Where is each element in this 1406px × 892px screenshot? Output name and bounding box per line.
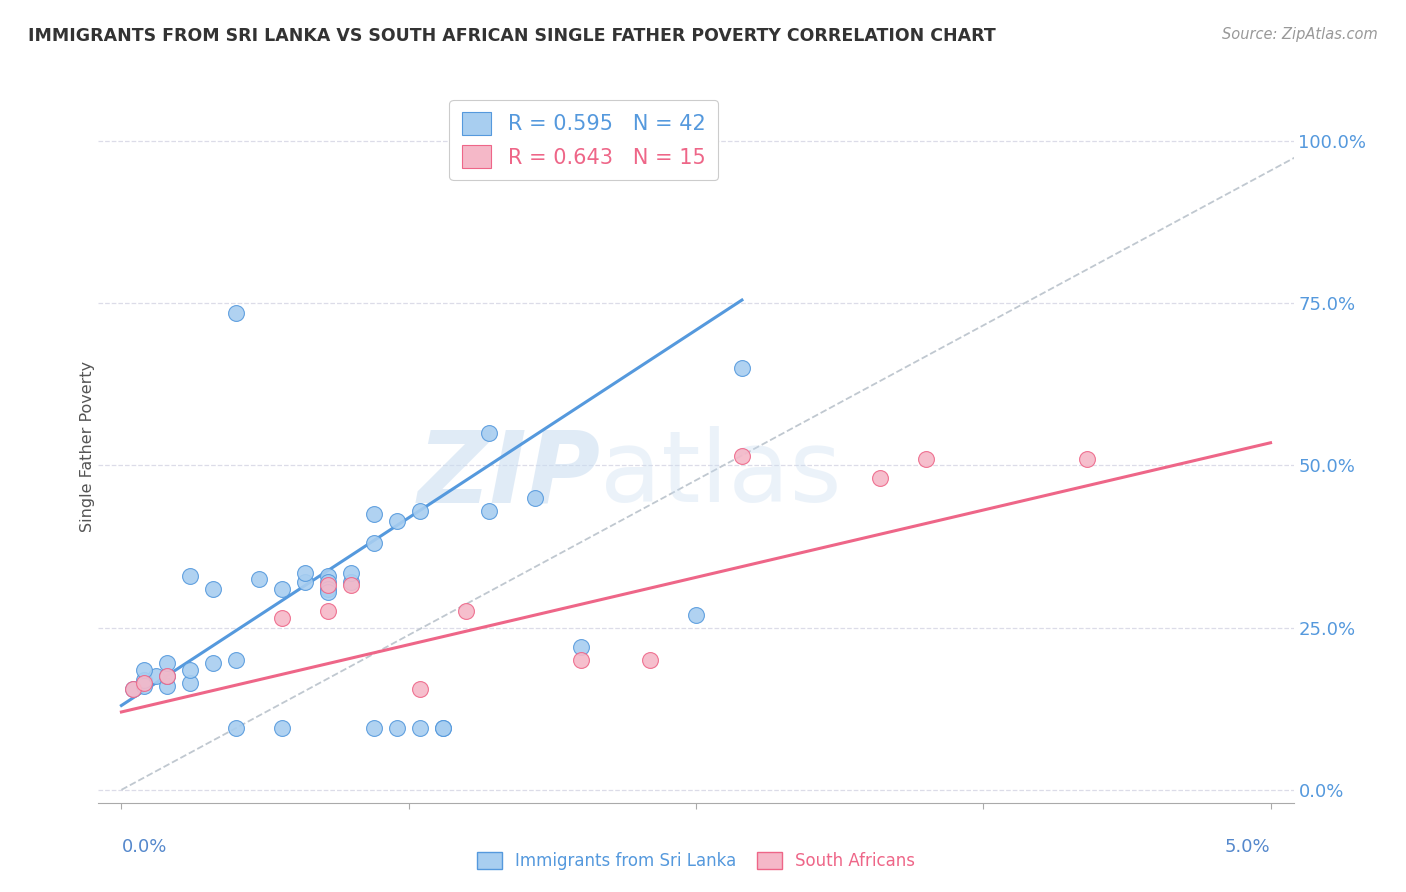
Point	[294, 575, 316, 590]
Point	[432, 721, 454, 735]
Point	[638, 653, 661, 667]
Point	[409, 682, 432, 697]
Point	[316, 575, 339, 590]
Point	[156, 657, 179, 671]
Point	[456, 604, 478, 618]
Point	[869, 471, 891, 485]
Point	[271, 611, 294, 625]
Point	[225, 306, 247, 320]
Point	[432, 721, 454, 735]
Point	[134, 675, 156, 690]
Point	[225, 721, 247, 735]
Text: IMMIGRANTS FROM SRI LANKA VS SOUTH AFRICAN SINGLE FATHER POVERTY CORRELATION CHA: IMMIGRANTS FROM SRI LANKA VS SOUTH AFRIC…	[28, 27, 995, 45]
Point	[316, 582, 339, 596]
Point	[179, 675, 201, 690]
Point	[731, 449, 754, 463]
Point	[340, 566, 363, 580]
Point	[385, 721, 409, 735]
Point	[569, 640, 592, 654]
Point	[179, 663, 201, 677]
Point	[316, 585, 339, 599]
Point	[363, 536, 385, 550]
Point	[363, 507, 385, 521]
Point	[156, 669, 179, 683]
Point	[363, 721, 385, 735]
Point	[340, 575, 363, 590]
Point	[685, 607, 707, 622]
Point	[134, 673, 156, 687]
Point	[122, 682, 145, 697]
Point	[271, 582, 294, 596]
Point	[1076, 452, 1098, 467]
Point	[202, 657, 225, 671]
Point	[409, 721, 432, 735]
Point	[409, 504, 432, 518]
Point	[478, 425, 501, 440]
Point	[134, 663, 156, 677]
Text: atlas: atlas	[600, 426, 842, 523]
Point	[524, 491, 547, 505]
Point	[340, 578, 363, 592]
Point	[271, 721, 294, 735]
Point	[316, 568, 339, 582]
Text: ZIP: ZIP	[418, 426, 600, 523]
Point	[179, 568, 201, 582]
Point	[247, 572, 270, 586]
Point	[478, 504, 501, 518]
Point	[145, 669, 167, 683]
Point	[156, 679, 179, 693]
Text: 0.0%: 0.0%	[121, 838, 167, 856]
Point	[134, 679, 156, 693]
Point	[569, 653, 592, 667]
Point	[225, 653, 247, 667]
Point	[316, 604, 339, 618]
Point	[914, 452, 936, 467]
Text: Source: ZipAtlas.com: Source: ZipAtlas.com	[1222, 27, 1378, 42]
Point	[202, 582, 225, 596]
Point	[731, 361, 754, 376]
Point	[122, 682, 145, 697]
Point	[316, 578, 339, 592]
Point	[156, 669, 179, 683]
Point	[294, 566, 316, 580]
Text: 5.0%: 5.0%	[1225, 838, 1271, 856]
Legend: Immigrants from Sri Lanka, South Africans: Immigrants from Sri Lanka, South African…	[471, 845, 921, 877]
Point	[385, 514, 409, 528]
Y-axis label: Single Father Poverty: Single Father Poverty	[80, 360, 94, 532]
